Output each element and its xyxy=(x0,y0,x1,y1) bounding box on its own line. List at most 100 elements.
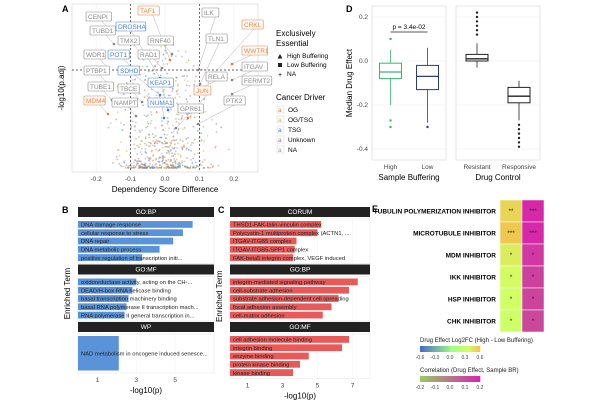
legend-gradient-step xyxy=(442,376,445,382)
legend-gradient-step xyxy=(448,376,451,382)
data-point xyxy=(169,94,171,97)
data-point xyxy=(153,136,156,139)
data-point xyxy=(174,79,177,82)
gene-point xyxy=(106,112,110,116)
panel-letter: B xyxy=(62,205,69,215)
data-point xyxy=(127,166,130,169)
data-point xyxy=(152,155,154,157)
data-point xyxy=(146,95,148,97)
gene-point xyxy=(112,42,116,46)
legend-shape-icon xyxy=(277,54,283,59)
heatmap-annotation: * xyxy=(532,274,535,281)
data-point xyxy=(188,84,191,87)
data-point xyxy=(192,166,195,169)
legend-tick-label: -0.1 xyxy=(431,385,440,391)
data-point xyxy=(173,143,176,146)
data-point xyxy=(189,95,192,97)
data-point xyxy=(158,166,161,169)
data-point xyxy=(109,122,112,125)
data-point xyxy=(176,147,179,149)
data-point xyxy=(133,147,136,150)
data-point xyxy=(162,53,165,56)
gene-label: WDR1 xyxy=(86,52,106,59)
data-point xyxy=(163,167,165,169)
data-point xyxy=(171,164,174,166)
data-point xyxy=(145,136,147,139)
data-point xyxy=(202,166,205,169)
gene-point xyxy=(186,116,190,120)
legend-gradient-step xyxy=(446,376,449,382)
data-point xyxy=(124,108,127,111)
legend-item: NA xyxy=(287,71,297,78)
data-point xyxy=(184,50,187,53)
gene-label: NAMPT xyxy=(114,100,137,107)
gene-label-box xyxy=(241,75,273,86)
outlier-point xyxy=(389,125,392,129)
data-point xyxy=(184,89,187,92)
data-point xyxy=(184,165,186,168)
data-point xyxy=(183,126,186,129)
bar-term-label: NAD metabolism in oncogene induced senes… xyxy=(81,351,208,357)
data-point xyxy=(168,127,170,130)
data-point xyxy=(183,74,186,77)
legend-gradient-step xyxy=(478,346,481,352)
data-point xyxy=(153,167,156,169)
heatmap-cell xyxy=(521,309,545,333)
data-point xyxy=(211,166,214,168)
data-point xyxy=(148,96,151,99)
legend-key-glyph: a xyxy=(278,137,282,144)
data-point xyxy=(179,154,182,157)
data-point xyxy=(171,139,173,142)
legend-gradient-step xyxy=(468,346,471,352)
box xyxy=(465,53,489,62)
legend-key xyxy=(276,115,285,124)
legend-shape-icon: + xyxy=(278,72,282,79)
gene-label: FERMT2 xyxy=(244,78,270,85)
facet-title: GO:BP xyxy=(290,267,311,274)
data-point xyxy=(148,165,151,168)
data-point xyxy=(183,160,186,163)
data-point xyxy=(131,120,134,123)
legend-tick-label: 0.3 xyxy=(462,355,469,361)
box xyxy=(507,86,531,104)
data-point xyxy=(144,162,147,165)
legend-gradient-step xyxy=(422,376,425,382)
data-point xyxy=(136,144,139,147)
x-tick-label: -0.2 xyxy=(91,176,103,183)
data-point xyxy=(166,63,169,65)
gene-point xyxy=(230,62,234,66)
data-point xyxy=(181,161,183,164)
bar xyxy=(230,254,293,261)
data-point xyxy=(176,92,179,95)
facet-strip xyxy=(78,207,214,217)
data-point xyxy=(175,117,177,120)
legend-key xyxy=(276,105,285,114)
gene-label: TAF1 xyxy=(140,8,156,15)
data-point xyxy=(160,120,163,122)
data-point xyxy=(203,140,205,142)
data-point xyxy=(151,164,154,166)
gene-label: RELA xyxy=(208,74,226,81)
data-point xyxy=(177,89,180,91)
gene-label-box xyxy=(241,45,268,56)
data-point xyxy=(193,83,196,86)
data-point xyxy=(177,127,180,130)
legend-tick-label: 0.0 xyxy=(447,355,454,361)
gene-point xyxy=(140,100,144,104)
x-tick-label: 0.0 xyxy=(160,176,169,183)
legend-gradient-step xyxy=(434,376,437,382)
data-point xyxy=(177,113,180,116)
data-point xyxy=(203,158,206,161)
legend-gradient-step xyxy=(466,376,469,382)
data-point xyxy=(133,161,135,164)
legend-gradient-step xyxy=(430,376,433,382)
heatmap-row-label: IKK INHIBITOR xyxy=(450,275,496,282)
legend-item: TSG xyxy=(288,127,301,134)
outlier-point xyxy=(517,145,521,148)
gene-label-box xyxy=(83,49,106,60)
gene-label: DROSHA xyxy=(118,24,146,31)
gene-label-box xyxy=(89,25,116,36)
bar xyxy=(78,237,174,245)
data-point xyxy=(161,141,163,144)
data-point xyxy=(122,93,125,96)
